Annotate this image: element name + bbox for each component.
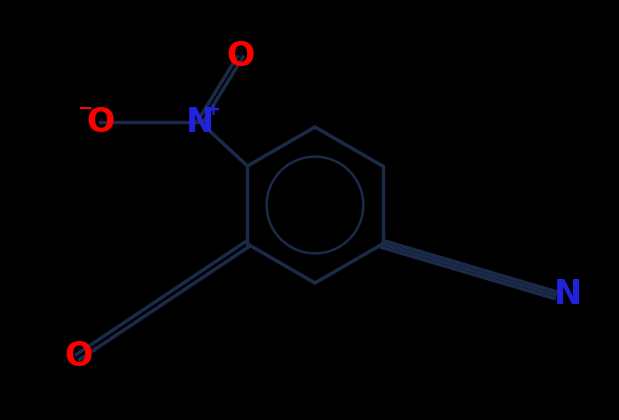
Text: N: N	[186, 105, 214, 139]
Text: −: −	[77, 100, 93, 118]
Text: O: O	[64, 341, 92, 373]
Text: +: +	[206, 101, 220, 119]
Text: N: N	[554, 278, 582, 312]
Text: O: O	[226, 40, 254, 74]
Text: O: O	[86, 105, 114, 139]
